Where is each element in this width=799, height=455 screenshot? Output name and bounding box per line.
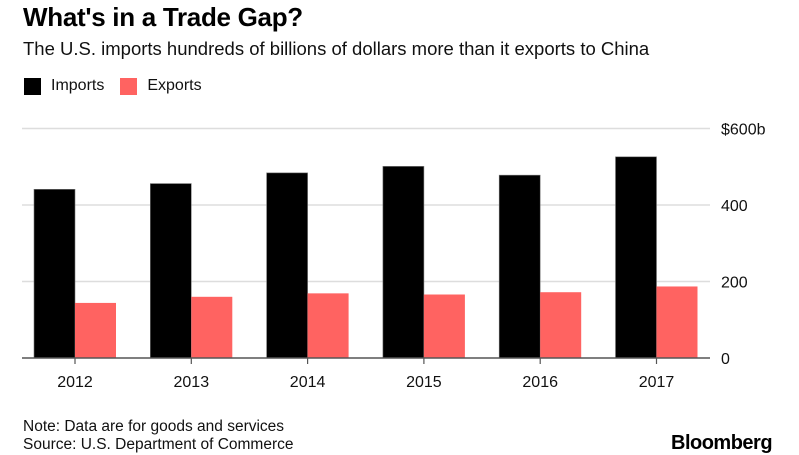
legend-item-imports: Imports bbox=[24, 77, 104, 95]
x-axis bbox=[22, 357, 710, 364]
bar-exports-2015 bbox=[423, 294, 465, 358]
source-text: Source: U.S. Department of Commerce bbox=[23, 436, 294, 453]
bar-imports-2013 bbox=[150, 183, 192, 359]
x-axis-labels: 2012 2013 2014 2015 2016 2017 bbox=[57, 374, 674, 391]
bar-exports-2013 bbox=[191, 296, 233, 358]
x-tick-label-2014: 2014 bbox=[290, 374, 326, 391]
x-tick-label-2017: 2017 bbox=[639, 374, 675, 391]
chart-title: What's in a Trade Gap? bbox=[23, 2, 303, 32]
gridlines bbox=[22, 127, 710, 283]
bar-imports-2012 bbox=[33, 189, 76, 359]
bar-imports-2017 bbox=[615, 156, 657, 359]
note-text: Note: Data are for goods and services bbox=[23, 418, 285, 435]
legend: Imports Exports bbox=[24, 77, 218, 95]
legend-swatch-exports bbox=[120, 77, 138, 95]
legend-swatch-imports bbox=[24, 77, 41, 95]
x-tick-label-2013: 2013 bbox=[174, 374, 210, 391]
bar-exports-2012 bbox=[75, 302, 116, 358]
x-tick-label-2016: 2016 bbox=[522, 374, 558, 391]
legend-label-exports: Exports bbox=[147, 77, 202, 94]
x-tick-label-2012: 2012 bbox=[57, 374, 93, 391]
y-tick-label-400: 400 bbox=[721, 198, 748, 215]
bar-exports-2017 bbox=[656, 286, 698, 358]
x-tick-label-2015: 2015 bbox=[406, 374, 442, 391]
bar-imports-2016 bbox=[498, 174, 541, 359]
y-tick-label-0: 0 bbox=[721, 351, 730, 368]
legend-item-exports: Exports bbox=[120, 77, 202, 95]
bars bbox=[33, 156, 698, 359]
bloomberg-logo: Bloomberg bbox=[671, 432, 773, 454]
chart-subtitle: The U.S. imports hundreds of billions of… bbox=[23, 38, 650, 59]
bar-exports-2016 bbox=[540, 292, 582, 358]
bar-imports-2015 bbox=[382, 166, 425, 359]
legend-label-imports: Imports bbox=[51, 77, 105, 94]
y-tick-label-200: 200 bbox=[721, 275, 748, 292]
bar-exports-2014 bbox=[307, 293, 349, 358]
y-axis-labels: 0 200 400 $600b bbox=[721, 122, 766, 369]
bar-imports-2014 bbox=[266, 172, 308, 359]
y-tick-label-600: $600b bbox=[721, 122, 766, 139]
